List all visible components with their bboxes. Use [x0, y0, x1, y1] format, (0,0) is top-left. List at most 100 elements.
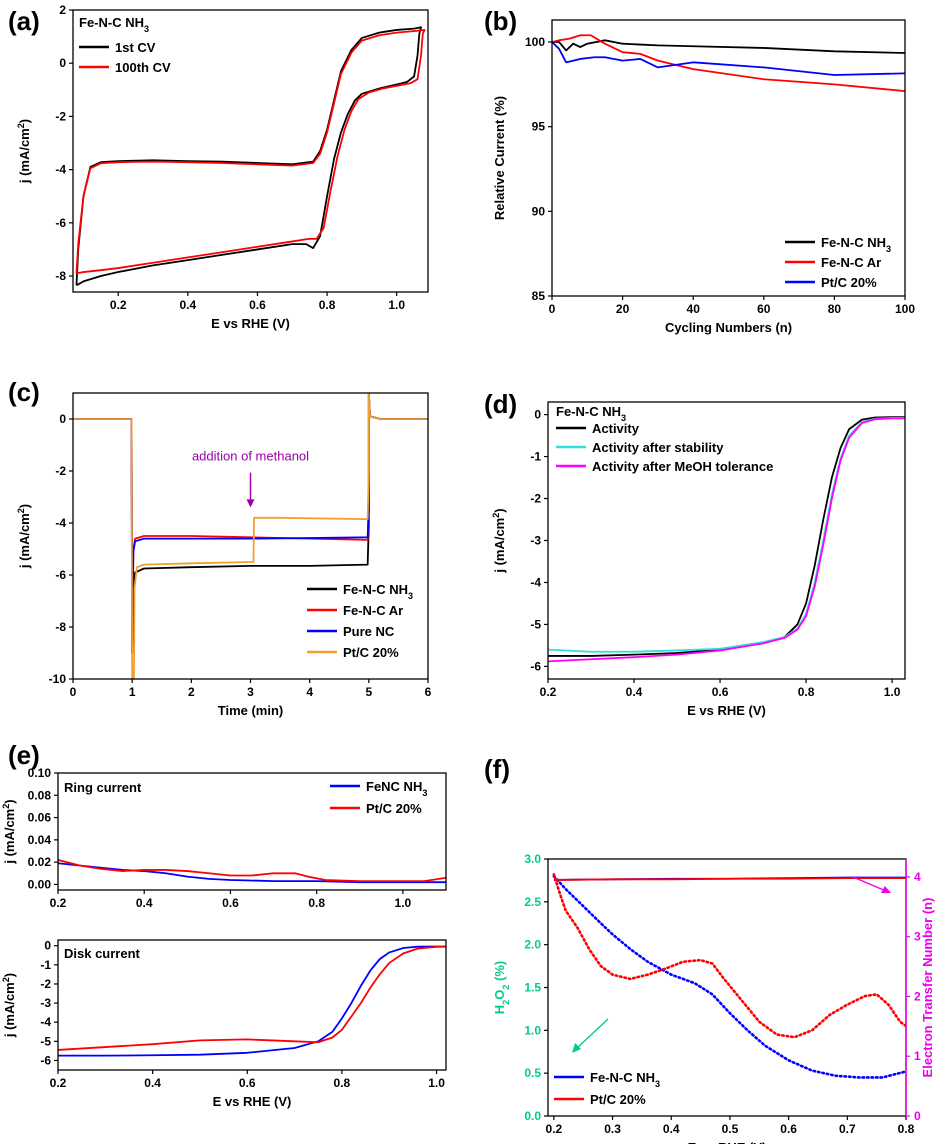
- chart-e2: 0.2 0.4 0.6 0.8 1.0 -6 -5 -4 -3 -2 -1 0 E vs RHE (V)…: [1, 939, 447, 1109]
- right-axis-arrowhead: [881, 886, 891, 893]
- x-tick-label: 0.2: [50, 1076, 67, 1090]
- legend-label: 100th CV: [115, 60, 171, 75]
- x-axis-label: Cycling Numbers (n): [665, 320, 792, 335]
- series-line-pt-c-20-: [58, 945, 446, 1051]
- y-tick-label: -6: [530, 659, 541, 673]
- y-tick-label: 0.04: [28, 833, 52, 847]
- y-tick-label: 0.06: [28, 811, 52, 825]
- y-right-tick-label: 3: [914, 930, 921, 944]
- series-group: [73, 393, 428, 679]
- x-tick-label: 0.2: [50, 896, 67, 910]
- series-line-fe-n-c-nh3: [552, 39, 905, 54]
- y-tick-label: 0.00: [28, 877, 52, 891]
- y-tick-label: 2.5: [524, 895, 541, 909]
- y-tick-label: 0: [59, 412, 66, 426]
- left-axis-arrowhead: [572, 1043, 581, 1053]
- y-right-tick-label: 4: [914, 870, 921, 884]
- series-line-fe-n-c-nh3: [552, 874, 906, 1079]
- y-tick-label: -8: [55, 620, 66, 634]
- y-tick-label: 95: [532, 120, 546, 134]
- x-axis-label: E vs RHE (V): [688, 1140, 767, 1144]
- x-tick-label: 0.2: [110, 298, 127, 312]
- series-group: [552, 34, 905, 93]
- y-tick-label: -4: [530, 575, 541, 589]
- y-tick-label: -4: [55, 516, 66, 530]
- y-tick-label: -5: [530, 617, 541, 631]
- legend-label: Pt/C 20%: [366, 801, 422, 816]
- legend-label: Fe-N-C Ar: [343, 603, 403, 618]
- x-tick-label: 80: [828, 302, 842, 316]
- legend-label: Pt/C 20%: [821, 275, 877, 290]
- x-tick-label: 0.6: [712, 685, 729, 699]
- x-tick-label: 0.5: [722, 1122, 739, 1136]
- x-axis-label: E vs RHE (V): [213, 1094, 292, 1109]
- legend: 1st CV 100th CV: [79, 40, 171, 75]
- chart-title: Disk current: [64, 946, 141, 961]
- panel-label: (f): [484, 754, 510, 784]
- x-tick-label: 0.7: [839, 1122, 856, 1136]
- y-axis-label: j (mA/cm2): [1, 973, 17, 1038]
- series-group: [552, 873, 906, 1079]
- series-line-fe-n-c-ar: [552, 34, 905, 93]
- legend-label: Fe-N-C NH3: [343, 582, 413, 601]
- y-right-tick-label: 0: [914, 1109, 921, 1123]
- series-group: [548, 416, 905, 663]
- plot-frame: [72, 9, 429, 293]
- x-tick-label: 0.6: [780, 1122, 797, 1136]
- series-line-pt-c-20-: [73, 393, 428, 679]
- y-tick-label: -6: [55, 568, 66, 582]
- x-tick-label: 0.8: [898, 1122, 915, 1136]
- x-tick-label: 100: [895, 302, 915, 316]
- y-tick-label: -10: [49, 672, 67, 686]
- series-line-axis-right-3: [553, 877, 906, 881]
- legend-label: FeNC NH3: [366, 779, 427, 798]
- y-tick-label: 1.5: [524, 981, 541, 995]
- y-axis-label: j (mA/cm2): [1, 799, 17, 864]
- y-tick-label: 0: [534, 408, 541, 422]
- x-tick-label: 20: [616, 302, 630, 316]
- y-tick-label: 0.02: [28, 855, 52, 869]
- y-tick-label: 2.0: [524, 938, 541, 952]
- x-tick-label: 0.3: [604, 1122, 621, 1136]
- x-tick-label: 0.8: [798, 685, 815, 699]
- plot-frame: [57, 939, 447, 1071]
- y-tick-label: -6: [40, 1053, 51, 1067]
- x-tick-label: 0.4: [626, 685, 643, 699]
- chart-c: 0 1 2 3 4 5 6 -10 -8 -6 -4 -2 0 Time (min) j (mA/cm2) F…: [16, 392, 432, 718]
- x-tick-label: 0: [549, 302, 556, 316]
- x-axis-label: E vs RHE (V): [211, 316, 290, 331]
- legend-label: Fe-N-C NH3: [821, 235, 891, 254]
- y-tick-label: 90: [532, 204, 546, 218]
- x-tick-label: 0.2: [546, 1122, 563, 1136]
- panel-label: (b): [484, 6, 517, 36]
- series-line-activity: [548, 416, 905, 657]
- x-tick-label: 2: [188, 685, 195, 699]
- legend: Activity Activity after stability Activity…: [556, 421, 773, 474]
- series-line-activity-after-meoh-tolerance: [548, 417, 905, 663]
- y-axis-label: H2O2 (%): [492, 961, 511, 1014]
- y-axis-label: Relative Current (%): [492, 96, 507, 220]
- x-tick-label: 0.6: [239, 1076, 256, 1090]
- chart-title: Ring current: [64, 780, 142, 795]
- y-tick-label: -2: [55, 109, 66, 123]
- series-line-fenc-nh3: [58, 945, 446, 1057]
- chart-title: Fe-N-C NH3: [556, 404, 626, 423]
- y-tick-label: -2: [55, 464, 66, 478]
- chart-b: 0 20 40 60 80 100 85 90 95 100 Cycling Numbers (n)…: [492, 19, 915, 335]
- x-tick-label: 0.2: [540, 685, 557, 699]
- x-tick-label: 0.4: [136, 896, 153, 910]
- y-tick-label: -2: [40, 977, 51, 991]
- x-tick-label: 40: [687, 302, 701, 316]
- y-tick-label: -5: [40, 1034, 51, 1048]
- legend-label: Fe-N-C Ar: [821, 255, 881, 270]
- y-tick-label: -2: [530, 492, 541, 506]
- y-axis-label: j (mA/cm2): [16, 504, 32, 569]
- x-tick-label: 0.6: [249, 298, 266, 312]
- series-line-100th-cv: [75, 29, 426, 275]
- y-tick-label: 85: [532, 289, 546, 303]
- x-tick-label: 4: [306, 685, 313, 699]
- y-axis-label: j (mA/cm2): [16, 119, 32, 184]
- x-tick-label: 0.4: [180, 298, 197, 312]
